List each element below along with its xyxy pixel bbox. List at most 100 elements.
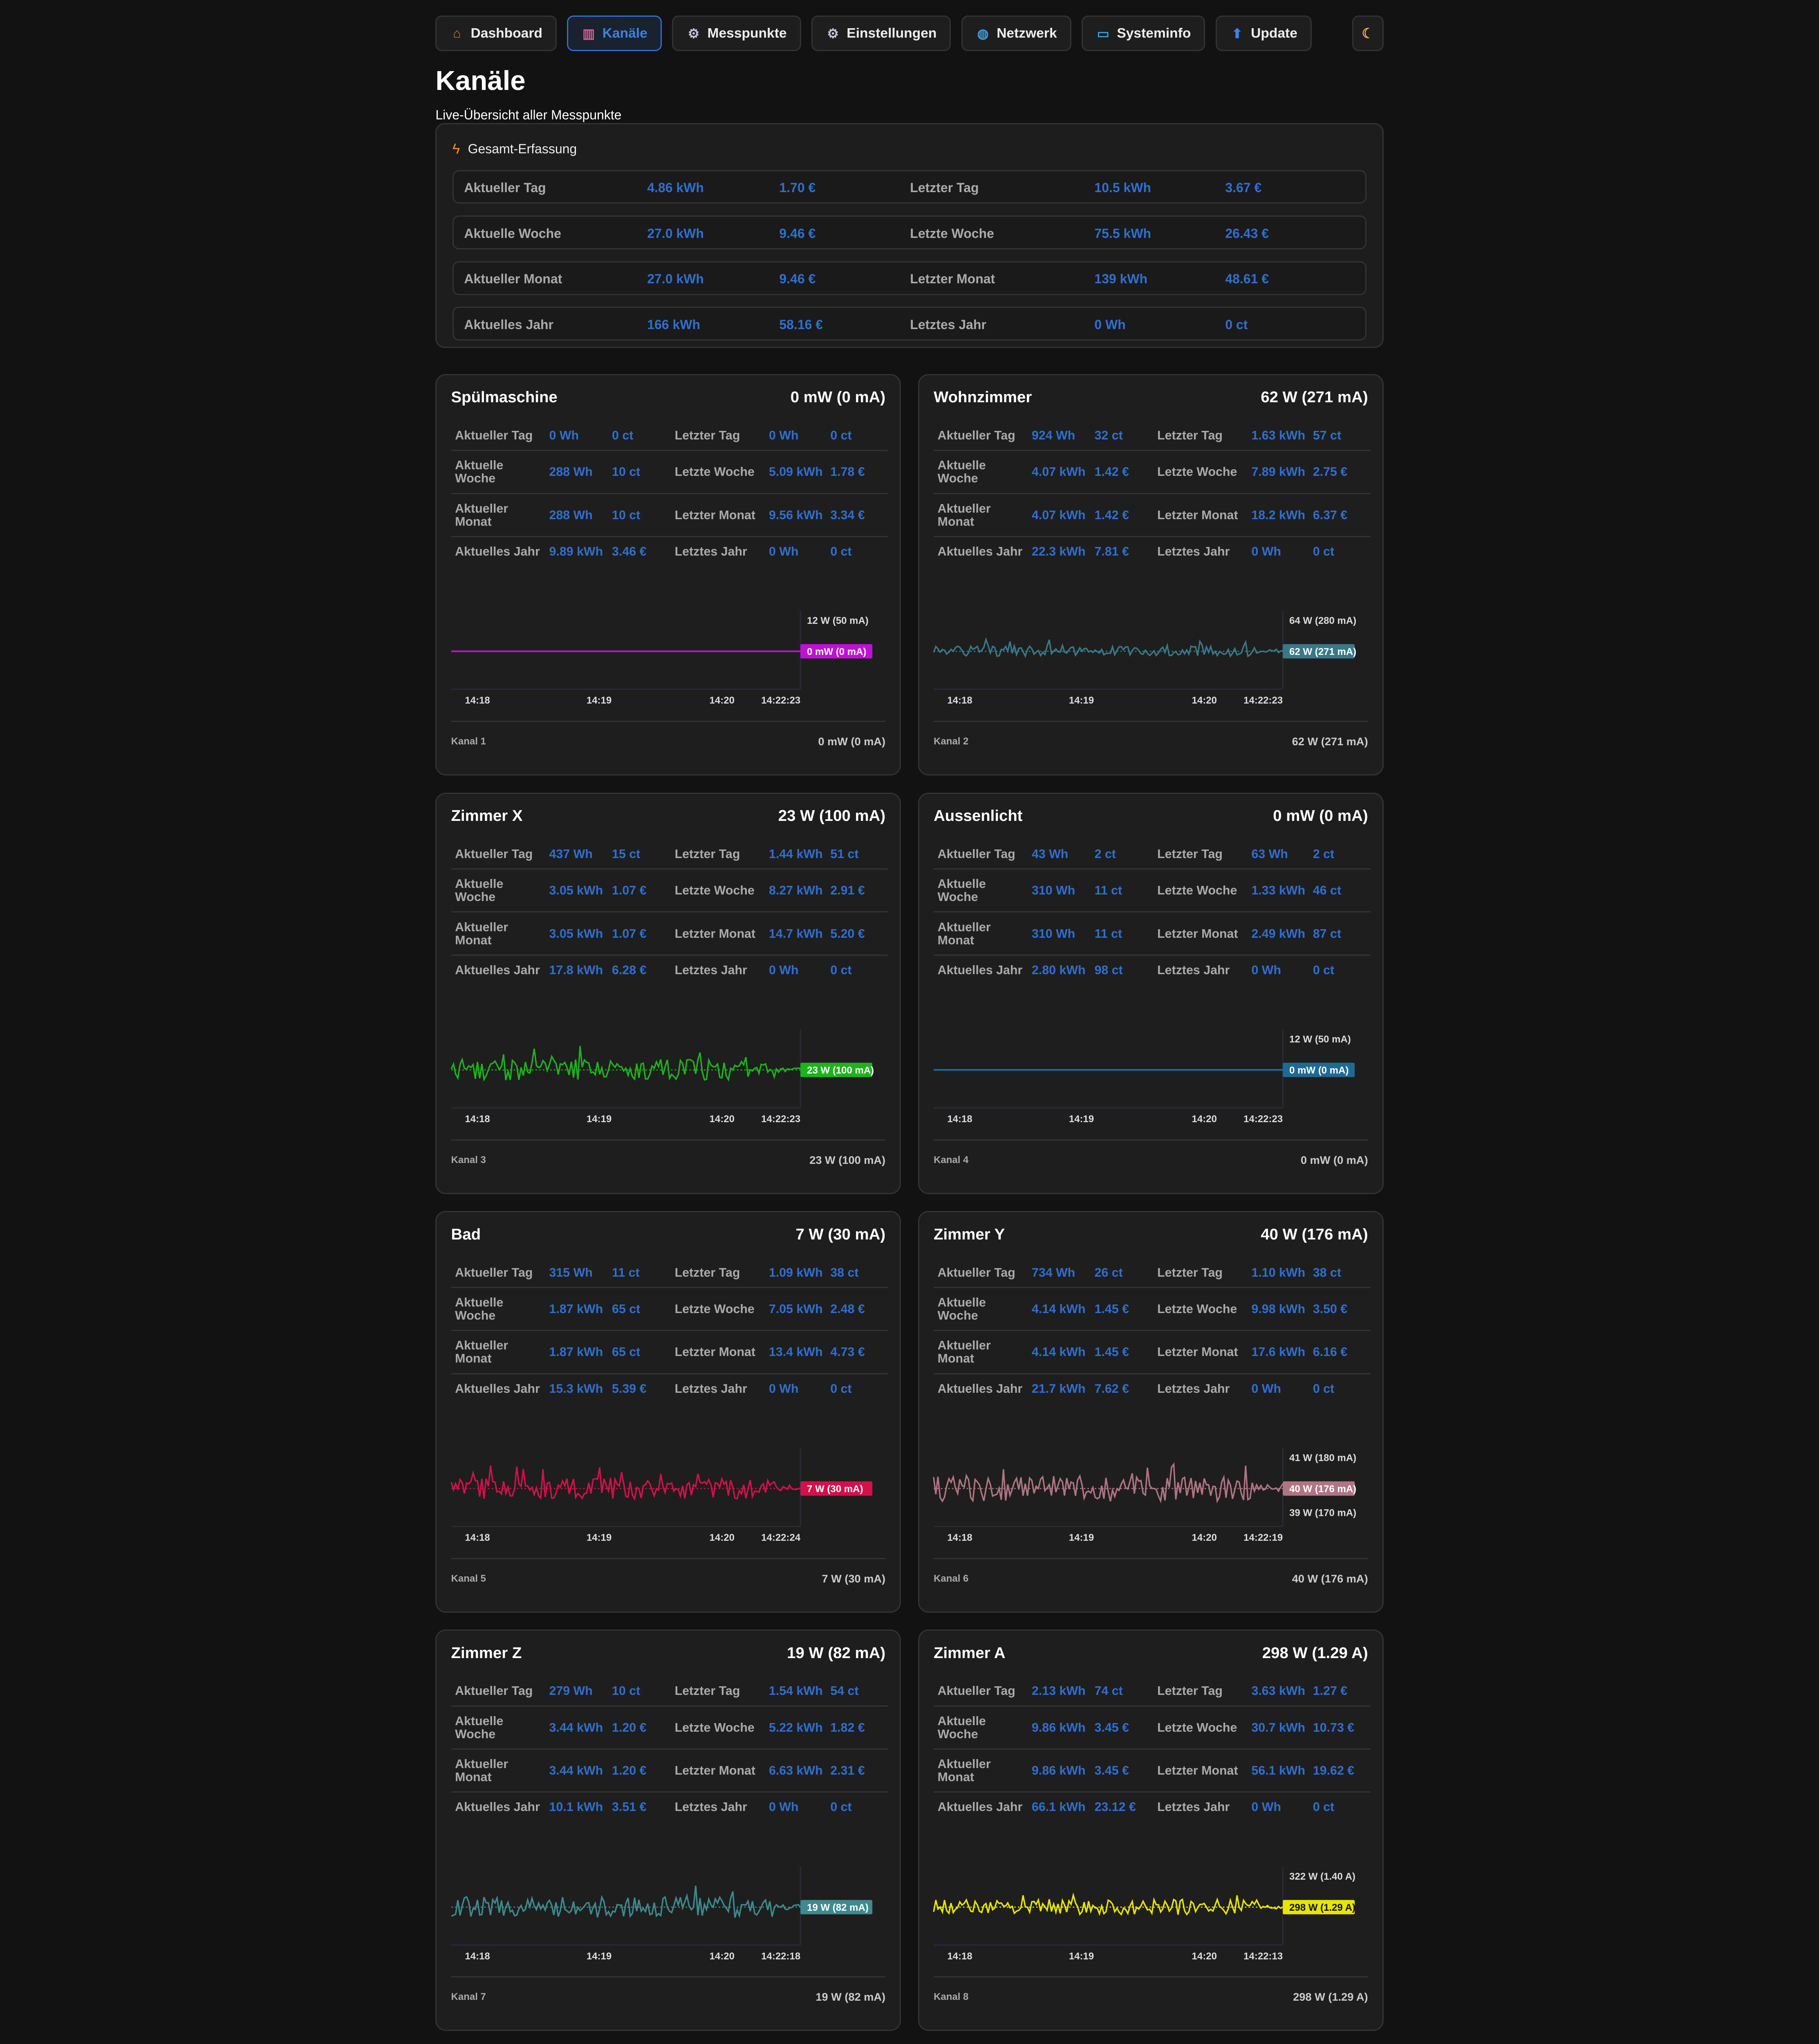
power-chart-svg: 0 mW (0 mA) 12 W (50 mA) 14:18 14:19 14:20 14… [934, 1029, 1355, 1125]
stats-cost: 6.28 € [608, 954, 671, 985]
theme-toggle-moon-icon[interactable]: ☾ [1352, 16, 1384, 51]
y-min-label: 39 W (170 mA) [1289, 1507, 1356, 1518]
stats-cost: 1.45 € [1090, 1330, 1154, 1374]
channel-grid: Spülmaschine 0 mW (0 mA) Aktueller Tag 0 Wh… [435, 374, 1384, 2031]
stats-energy: 2.80 kWh [1028, 954, 1091, 985]
stats-energy: 3.05 kWh [545, 868, 608, 912]
stats-label: Aktuelle Woche [451, 868, 545, 912]
stats-label: Letzter Monat [1153, 1330, 1248, 1374]
stats-cost: 3.46 € [608, 536, 671, 566]
nav-tab-dashboard[interactable]: ⌂ Dashboard [435, 16, 557, 51]
channel-header: Wohnzimmer 62 W (271 mA) [934, 388, 1368, 407]
power-chart: 40 W (176 mA) 41 W (180 mA) 39 W (170 mA) 1… [933, 1448, 1368, 1550]
power-chart-svg: 298 W (1.29 A) 322 W (1.40 A) 14:18 14:19 14… [933, 1866, 1355, 1962]
stats-energy: 288 Wh [545, 450, 608, 494]
x-tick-label: 14:19 [586, 1532, 611, 1543]
channel-title: Aussenlicht [934, 807, 1023, 825]
stats-label: Letzter Monat [1153, 493, 1248, 537]
stats-cost: 10.73 € [1309, 1705, 1371, 1749]
x-tick-label: 14:18 [465, 1114, 490, 1125]
x-tick-label: 14:22:18 [761, 1951, 800, 1962]
current-value-badge [1283, 1900, 1355, 1914]
stats-energy: 15.3 kWh [545, 1373, 608, 1403]
channel-card: Zimmer X 23 W (100 mA) Aktueller Tag 437 Wh… [435, 792, 901, 1194]
stats-label: Aktueller Tag [937, 847, 1015, 861]
summary-energy: 0 Wh [1094, 317, 1126, 332]
stats-cost: 1.20 € [608, 1705, 671, 1749]
channel-footer-power: 62 W (271 mA) [1292, 735, 1368, 748]
summary-energy: 75.5 kWh [1094, 226, 1151, 241]
stats-cost: 98 ct [1090, 954, 1154, 985]
stats-label: Aktueller Tag [937, 1265, 1015, 1280]
stats-label: Aktueller Tag [937, 1684, 1015, 1698]
stats-label: Aktueller Tag [455, 847, 533, 861]
power-chart-svg: 0 mW (0 mA) 12 W (50 mA) 14:18 14:19 14:20 14… [451, 611, 872, 706]
page-title: Kanäle [435, 65, 526, 96]
current-value-label: 23 W (100 mA) [807, 1065, 874, 1076]
power-chart: 0 mW (0 mA) 12 W (50 mA) 14:18 14:19 14:20 14… [451, 611, 886, 713]
stats-cost: 1.20 € [608, 1748, 671, 1792]
stats-row: Aktuelles Jahr 15.3 kWh 5.39 € Letztes Jahr… [451, 1373, 888, 1403]
gear-icon: ⚙ [688, 26, 700, 41]
stats-cost: 3.45 € [1090, 1705, 1154, 1749]
channel-stats-table: Aktueller Tag 924 Wh 32 ct Letzter Tag 1.63 … [934, 421, 1371, 566]
nav-tab-update[interactable]: ⬆ Update [1215, 16, 1312, 51]
stats-label: Aktuelle Woche [451, 1286, 545, 1331]
power-chart-svg: 7 W (30 mA) 14:18 14:19 14:20 14:22:24 [450, 1448, 872, 1543]
stats-cost: 74 ct [1094, 1684, 1123, 1698]
stats-label: Letzter Monat [671, 1748, 765, 1792]
channel-power: 19 W (82 mA) [787, 1644, 886, 1662]
x-tick-label: 14:18 [947, 1951, 972, 1962]
power-series-line [933, 1892, 1283, 1916]
stats-cost: 0 ct [612, 428, 634, 443]
stats-cost: 1.82 € [826, 1705, 888, 1749]
summary-energy: 27.0 kWh [647, 226, 704, 241]
stats-label: Aktueller Tag [455, 1265, 533, 1280]
summary-energy: 139 kWh [1094, 271, 1148, 287]
y-max-label: 322 W (1.40 A) [1289, 1871, 1355, 1882]
stats-energy: 9.98 kWh [1247, 1286, 1309, 1331]
summary-row: Aktuelles Jahr 166 kWh 58.16 € Letztes Jahr… [452, 307, 1367, 341]
stats-cost: 2 ct [1313, 847, 1335, 861]
stats-cost: 11 ct [612, 1265, 640, 1280]
stats-label: Letztes Jahr [1153, 1791, 1248, 1822]
stats-energy: 7.89 kWh [1247, 450, 1309, 494]
x-tick-label: 14:19 [1069, 1114, 1094, 1125]
stats-cost: 46 ct [1309, 868, 1371, 912]
stats-energy: 6.63 kWh [765, 1748, 827, 1792]
x-tick-label: 14:18 [465, 1951, 490, 1962]
stats-energy: 3.44 kWh [545, 1748, 608, 1792]
channel-title: Spülmaschine [451, 388, 558, 406]
power-chart: 7 W (30 mA) 14:18 14:19 14:20 14:22:24 [450, 1448, 886, 1550]
stats-energy: 2.13 kWh [1032, 1684, 1086, 1698]
home-icon: ⌂ [453, 26, 461, 41]
channel-title: Zimmer Z [451, 1644, 522, 1662]
stats-energy: 17.6 kWh [1247, 1330, 1309, 1374]
nav-tab-netzwerk[interactable]: ◍ Netzwerk [961, 16, 1071, 51]
current-value-label: 40 W (176 mA) [1289, 1484, 1356, 1495]
nav-tab-einstellungen[interactable]: ⚙ Einstellungen [811, 16, 951, 51]
computer-icon: ▭ [1097, 26, 1109, 41]
nav-tab-systeminfo[interactable]: ▭ Systeminfo [1082, 16, 1205, 51]
stats-label: Letztes Jahr [671, 536, 765, 566]
stats-cost: 10 ct [608, 493, 671, 537]
nav-tab-kanle[interactable]: ▥ Kanäle [567, 16, 662, 51]
stats-cost: 0 ct [1309, 1373, 1371, 1403]
nav-tab-label: Netzwerk [997, 25, 1057, 41]
x-tick-label: 14:22:23 [761, 1114, 800, 1125]
stats-row: Aktueller Tag 734 Wh 26 ct Letzter Tag 1.10 … [934, 1258, 1371, 1287]
summary-cost: 0 ct [1225, 317, 1248, 332]
x-tick-label: 14:20 [1192, 695, 1217, 706]
stats-energy: 9.86 kWh [1028, 1705, 1091, 1749]
stats-label: Aktueller Tag [937, 428, 1015, 443]
x-tick-label: 14:20 [709, 695, 734, 706]
stats-energy: 1.44 kWh [768, 847, 823, 861]
power-series-line [450, 1885, 801, 1918]
nav-tab-messpunkte[interactable]: ⚙ Messpunkte [672, 16, 801, 51]
channel-footer: Kanal 1 0 mW (0 mA) [451, 721, 886, 761]
summary-cost: 58.16 € [779, 317, 823, 332]
stats-label: Aktuelles Jahr [451, 536, 545, 566]
channel-card: Wohnzimmer 62 W (271 mA) Aktueller Tag 924 … [918, 374, 1384, 776]
x-tick-label: 14:20 [1192, 1114, 1217, 1125]
